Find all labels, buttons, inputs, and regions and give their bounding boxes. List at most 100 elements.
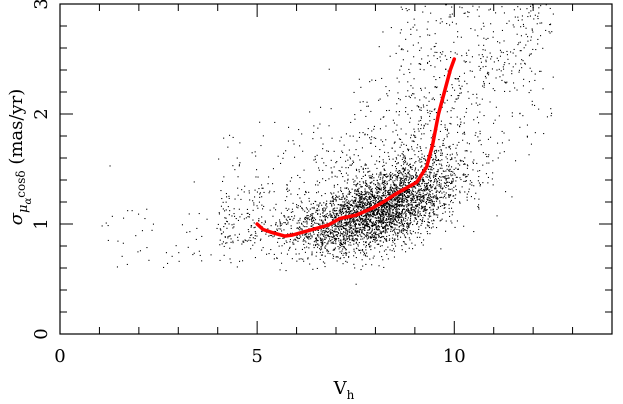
scatter-point xyxy=(349,229,351,231)
scatter-point xyxy=(357,207,359,209)
scatter-point xyxy=(414,136,416,138)
scatter-point xyxy=(320,239,322,241)
scatter-point xyxy=(373,222,375,224)
scatter-point xyxy=(348,212,350,214)
scatter-point xyxy=(485,77,487,79)
scatter-point xyxy=(534,14,536,16)
scatter-point xyxy=(355,194,357,196)
scatter-point xyxy=(421,206,423,208)
scatter-point xyxy=(383,203,385,205)
scatter-point xyxy=(319,252,321,254)
scatter-point xyxy=(357,192,359,194)
scatter-point xyxy=(467,165,469,167)
scatter-point xyxy=(432,184,434,186)
scatter-point xyxy=(351,234,353,236)
scatter-point xyxy=(426,192,428,194)
scatter-point xyxy=(483,81,485,83)
scatter-point xyxy=(419,191,421,193)
scatter-point xyxy=(450,173,452,175)
scatter-point xyxy=(408,211,410,213)
scatter-point xyxy=(438,184,440,186)
scatter-point xyxy=(227,206,229,208)
scatter-point xyxy=(416,236,418,238)
scatter-point xyxy=(320,246,322,248)
scatter-point xyxy=(397,211,399,213)
scatter-point xyxy=(241,189,243,191)
scatter-point xyxy=(406,209,408,211)
scatter-point xyxy=(381,195,383,197)
scatter-point xyxy=(341,222,343,224)
scatter-point xyxy=(416,198,418,200)
scatter-point xyxy=(354,224,356,226)
scatter-point xyxy=(503,12,505,14)
scatter-point xyxy=(524,62,526,64)
scatter-point xyxy=(446,181,448,183)
scatter-point xyxy=(289,247,291,249)
scatter-point xyxy=(436,151,438,153)
scatter-point xyxy=(378,222,380,224)
scatter-point xyxy=(511,196,513,198)
scatter-point xyxy=(403,73,405,75)
scatter-point xyxy=(289,180,291,182)
scatter-point xyxy=(315,219,317,221)
scatter-point xyxy=(490,58,492,60)
scatter-point xyxy=(275,209,277,211)
scatter-point xyxy=(468,191,470,193)
scatter-point xyxy=(408,182,410,184)
scatter-point xyxy=(373,235,375,237)
scatter-point xyxy=(431,98,433,100)
scatter-point xyxy=(429,197,431,199)
scatter-point xyxy=(246,208,248,210)
scatter-point xyxy=(355,202,357,204)
scatter-point xyxy=(395,214,397,216)
scatter-point xyxy=(109,165,111,167)
scatter-point xyxy=(415,177,417,179)
scatter-point xyxy=(395,199,397,201)
scatter-point xyxy=(392,205,394,207)
scatter-point xyxy=(335,226,337,228)
scatter-point xyxy=(519,126,521,128)
scatter-point xyxy=(345,214,347,216)
scatter-point xyxy=(389,203,391,205)
scatter-point xyxy=(371,230,373,232)
scatter-point xyxy=(430,203,432,205)
scatter-point xyxy=(496,215,498,217)
scatter-point xyxy=(439,56,441,58)
scatter-point xyxy=(216,227,218,229)
scatter-point xyxy=(373,183,375,185)
scatter-point xyxy=(353,240,355,242)
scatter-point xyxy=(227,236,229,238)
scatter-point xyxy=(342,212,344,214)
scatter-point xyxy=(423,200,425,202)
scatter-point xyxy=(394,202,396,204)
scatter-point xyxy=(337,184,339,186)
scatter-point xyxy=(271,235,273,237)
scatter-point xyxy=(359,220,361,222)
scatter-point xyxy=(460,121,462,123)
scatter-point xyxy=(415,136,417,138)
scatter-point xyxy=(341,225,343,227)
scatter-point xyxy=(379,240,381,242)
scatter-point xyxy=(396,163,398,165)
scatter-point xyxy=(455,78,457,80)
scatter-point xyxy=(319,238,321,240)
scatter-point xyxy=(422,104,424,106)
scatter-point xyxy=(439,22,441,24)
scatter-point xyxy=(441,167,443,169)
scatter-point xyxy=(339,225,341,227)
scatter-point xyxy=(426,104,428,106)
scatter-point xyxy=(239,162,241,164)
scatter-point xyxy=(394,160,396,162)
scatter-point xyxy=(492,160,494,162)
scatter-point xyxy=(345,252,347,254)
scatter-point xyxy=(480,61,482,63)
scatter-point xyxy=(405,8,407,10)
scatter-point xyxy=(284,216,286,218)
scatter-point xyxy=(412,248,414,250)
scatter-point xyxy=(440,124,442,126)
scatter-point xyxy=(479,133,481,135)
scatter-point xyxy=(385,195,387,197)
scatter-point xyxy=(403,179,405,181)
scatter-point xyxy=(368,211,370,213)
scatter-point xyxy=(377,201,379,203)
